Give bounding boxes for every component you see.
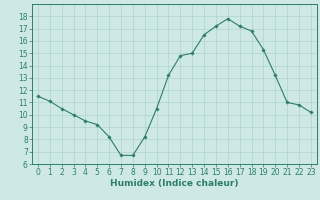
X-axis label: Humidex (Indice chaleur): Humidex (Indice chaleur) xyxy=(110,179,239,188)
